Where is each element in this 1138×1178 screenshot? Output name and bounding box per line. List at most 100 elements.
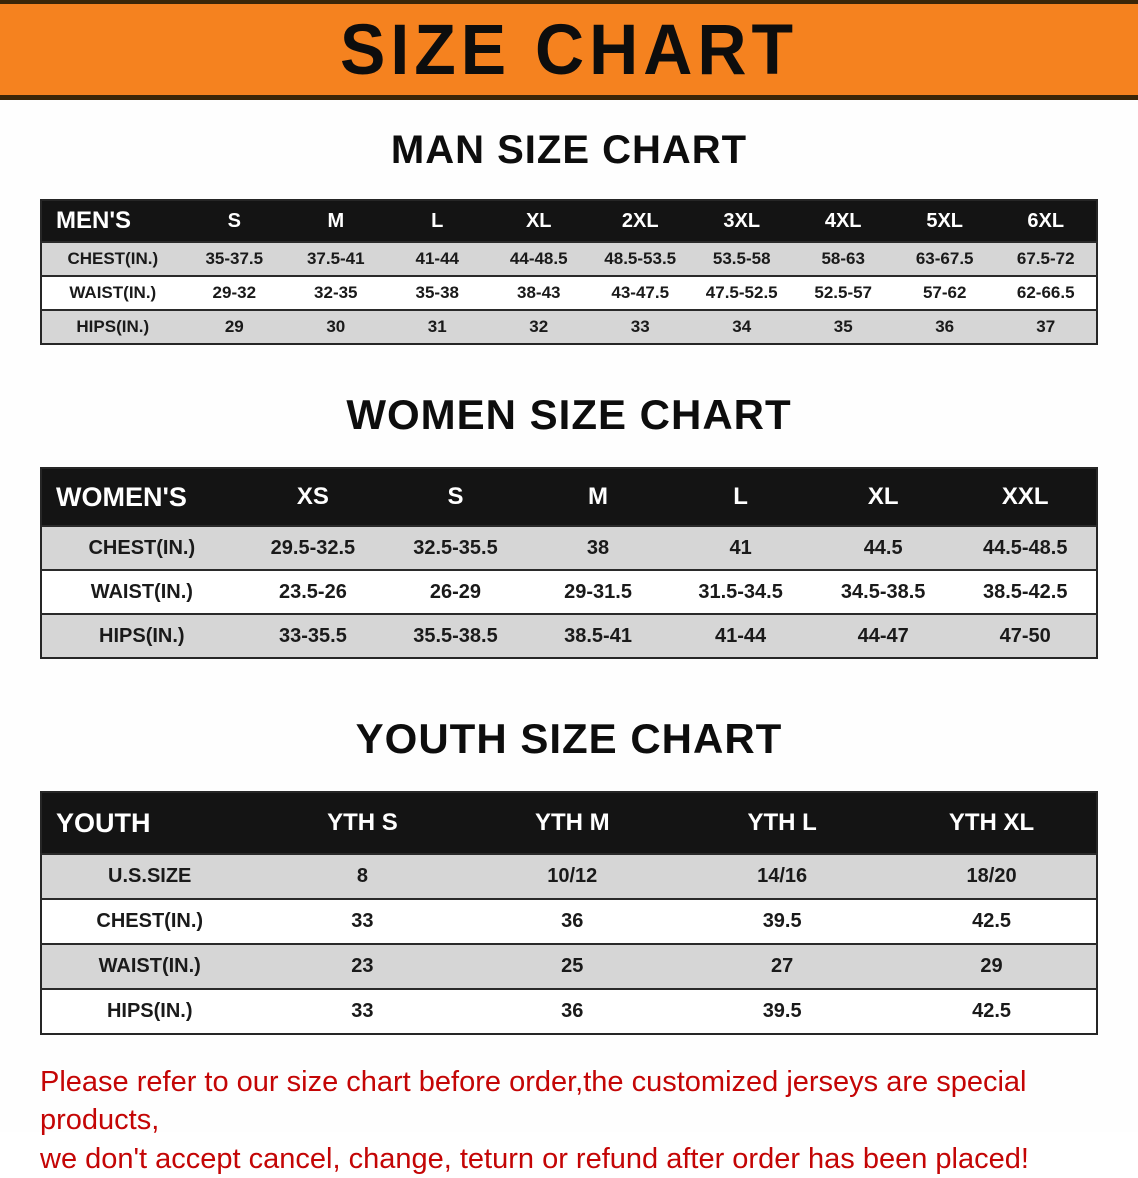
table-corner-label: YOUTH [41, 792, 258, 854]
size-value-cell: 8 [356, 865, 368, 887]
size-value-cell: 42.5 [972, 1000, 1012, 1022]
size-column-header: 3XL [690, 200, 793, 242]
size-value-cell: 38.5-42.5 [982, 580, 1068, 603]
size-value-cell: 44-47 [857, 624, 909, 647]
size-value-cell: 44.5-48.5 [982, 536, 1068, 559]
size-value-cell: 41 [729, 536, 752, 559]
row-label: CHEST(IN.) [67, 249, 159, 268]
size-value-cell: 32-35 [314, 283, 358, 302]
size-value-cell: 36 [935, 317, 955, 336]
men-size-section: MAN SIZE CHART MEN'S S M L XL 2XL 3XL 4XL 5XL 6XL… [0, 128, 1138, 345]
size-value-cell: 47-50 [999, 624, 1051, 647]
size-value-cell: 37.5-41 [306, 249, 365, 268]
table-row: CHEST(IN.) 33 36 39.5 42.5 [41, 899, 1097, 944]
table-row: WAIST(IN.) 23.5-26 26-29 29-31.5 31.5-34.5 34… [41, 570, 1097, 614]
size-value-cell: 32.5-35.5 [413, 536, 498, 559]
size-value-cell: 41-44 [715, 624, 767, 647]
order-policy-line-1: Please refer to our size chart before or… [40, 1066, 1027, 1137]
row-label: CHEST(IN.) [88, 536, 196, 559]
row-label: CHEST(IN.) [96, 910, 204, 932]
size-value-cell: 18/20 [966, 865, 1017, 887]
size-value-cell: 63-67.5 [915, 249, 974, 268]
size-column-header: M [526, 468, 670, 526]
table-row: CHEST(IN.) 29.5-32.5 32.5-35.5 38 41 44.5 44.5… [41, 526, 1097, 570]
size-value-cell: 62-66.5 [1016, 283, 1075, 302]
size-column-header: XS [241, 468, 385, 526]
row-label: HIPS(IN.) [106, 1000, 193, 1022]
size-value-cell: 38-43 [517, 283, 561, 302]
size-value-cell: 41-44 [415, 249, 459, 268]
table-header-row: MEN'S S M L XL 2XL 3XL 4XL 5XL 6XL [41, 200, 1097, 242]
size-value-cell: 58-63 [821, 249, 865, 268]
size-value-cell: 29-32 [212, 283, 257, 302]
table-row: HIPS(IN.) 33-35.5 35.5-38.5 38.5-41 41-44 44-… [41, 614, 1097, 658]
size-value-cell: 10/12 [547, 865, 598, 887]
size-column-header: 5XL [893, 200, 996, 242]
women-size-section: WOMEN SIZE CHART WOMEN'S XS S M L XL XXL CHEST(… [0, 391, 1138, 659]
size-value-cell: 31 [427, 317, 447, 336]
size-value-cell: 53.5-58 [712, 249, 771, 268]
men-section-heading: MAN SIZE CHART [390, 128, 748, 172]
youth-section-heading: YOUTH SIZE CHART [355, 715, 783, 762]
table-corner-label: WOMEN'S [41, 468, 242, 526]
women-section-heading: WOMEN SIZE CHART [346, 391, 792, 438]
size-value-cell: 27 [771, 955, 794, 977]
size-value-cell: 36 [561, 1000, 584, 1022]
size-value-cell: 43-47.5 [611, 283, 670, 302]
size-column-header: 4XL [792, 200, 894, 242]
size-value-cell: 44-48.5 [509, 249, 568, 268]
row-label: WAIST(IN.) [98, 955, 201, 977]
size-value-cell: 29-31.5 [564, 580, 632, 603]
table-row: HIPS(IN.) 33 36 39.5 42.5 [41, 989, 1097, 1034]
size-column-header: YTH S [257, 792, 468, 854]
size-column-header: XL [488, 200, 590, 242]
order-policy-line-2: we don't accept cancel, change, teturn o… [40, 1142, 1029, 1175]
size-value-cell: 39.5 [762, 1000, 802, 1022]
banner: SIZE CHART [0, 0, 1138, 100]
size-value-cell: 35-37.5 [205, 249, 264, 268]
size-value-cell: 33-35.5 [278, 624, 347, 647]
table-row: CHEST(IN.) 35-37.5 37.5-41 41-44 44-48.5 48.5… [41, 242, 1097, 276]
size-value-cell: 47.5-52.5 [705, 283, 778, 302]
size-column-header: XXL [954, 468, 1097, 526]
youth-size-table: YOUTH YTH S YTH M YTH L YTH XL U.S.SIZE 8 10/12… [40, 791, 1098, 1035]
size-value-cell: 29 [980, 955, 1003, 977]
size-column-header: L [669, 468, 812, 526]
table-row: WAIST(IN.) 29-32 32-35 35-38 38-43 43-47.5 47.… [41, 276, 1097, 310]
size-column-header: S [384, 468, 527, 526]
size-value-cell: 33 [351, 910, 374, 932]
size-value-cell: 35-38 [415, 283, 459, 302]
size-value-cell: 33 [351, 1000, 374, 1022]
table-row: WAIST(IN.) 23 25 27 29 [41, 944, 1097, 989]
size-column-header: L [386, 200, 488, 242]
size-value-cell: 32 [529, 317, 549, 336]
size-column-header: M [285, 200, 387, 242]
size-value-cell: 38 [586, 536, 610, 559]
table-header-row: WOMEN'S XS S M L XL XXL [41, 468, 1097, 526]
size-value-cell: 31.5-34.5 [698, 580, 783, 603]
table-row: HIPS(IN.) 29 30 31 32 33 34 35 36 37 [41, 310, 1097, 344]
size-value-cell: 29 [224, 317, 244, 336]
size-value-cell: 39.5 [762, 910, 802, 932]
size-value-cell: 44.5 [863, 536, 903, 559]
women-size-table: WOMEN'S XS S M L XL XXL CHEST(IN.) 29.5-32.5 32.5… [40, 467, 1098, 659]
size-value-cell: 14/16 [757, 865, 808, 887]
size-value-cell: 23.5-26 [278, 580, 347, 603]
size-value-cell: 25 [561, 955, 584, 977]
size-value-cell: 35.5-38.5 [413, 624, 498, 647]
size-value-cell: 36 [561, 910, 584, 932]
size-value-cell: 57-62 [922, 283, 967, 302]
table-corner-label: MEN'S [41, 200, 184, 242]
size-column-header: S [183, 200, 286, 242]
size-column-header: YTH L [677, 792, 888, 854]
size-value-cell: 52.5-57 [814, 283, 873, 302]
row-label: HIPS(IN.) [76, 317, 150, 336]
size-value-cell: 33 [630, 317, 650, 336]
size-column-header: XL [811, 468, 955, 526]
size-value-cell: 34 [732, 317, 752, 336]
size-value-cell: 35 [833, 317, 853, 336]
row-label: WAIST(IN.) [90, 580, 193, 603]
size-value-cell: 26-29 [429, 580, 482, 603]
men-size-table: MEN'S S M L XL 2XL 3XL 4XL 5XL 6XL CHEST(IN.) 35-37… [40, 199, 1098, 345]
